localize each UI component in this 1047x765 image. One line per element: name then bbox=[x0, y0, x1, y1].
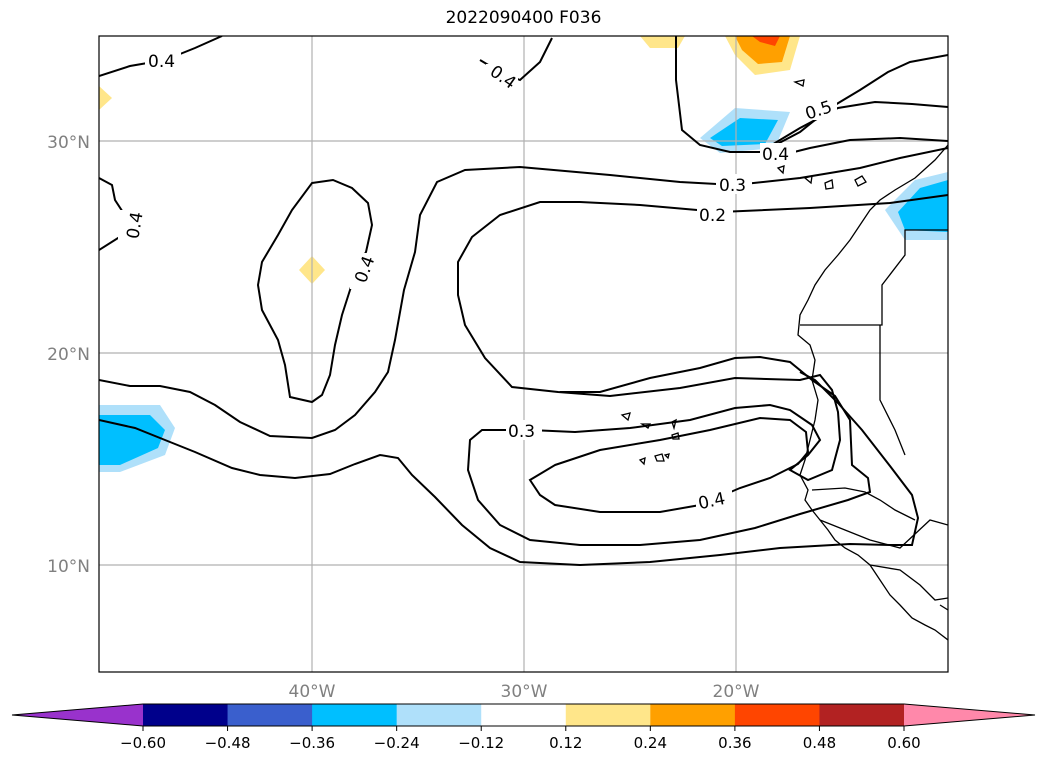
contour-label: 0.4 bbox=[148, 52, 175, 72]
lat-label: 20°N bbox=[47, 345, 90, 365]
contour-03-lower bbox=[99, 371, 920, 567]
latitude-labels: 30°N 20°N 10°N bbox=[47, 133, 90, 577]
colorbar-bin bbox=[481, 704, 567, 726]
border-western-sahara bbox=[800, 229, 948, 326]
contour-label: 0.4 bbox=[123, 210, 147, 240]
colorbar-tick-label: −0.24 bbox=[374, 734, 420, 752]
coastline-africa bbox=[797, 144, 948, 641]
island-capeverde-3 bbox=[671, 418, 677, 431]
island-canary-2 bbox=[824, 179, 834, 190]
lat-label: 10°N bbox=[47, 557, 90, 577]
island-canary-1 bbox=[854, 175, 867, 187]
colorbar-ticks: −0.60 −0.48 −0.36 −0.24 −0.12 0.12 0.24 0.36 0.4… bbox=[120, 726, 921, 752]
lon-label: 20°W bbox=[713, 682, 760, 702]
border-guinea bbox=[869, 564, 948, 601]
colorbar-tick-label: 0.36 bbox=[718, 734, 751, 752]
longitude-labels: 40°W 30°W 20°W bbox=[289, 682, 760, 702]
lat-label: 30°N bbox=[47, 133, 90, 153]
colorbar-bin bbox=[819, 704, 905, 726]
shade-blob-west-core bbox=[99, 415, 165, 465]
colorbar-bin bbox=[650, 704, 736, 726]
shade-blob-north-core bbox=[710, 118, 778, 146]
island-capeverde-7 bbox=[663, 453, 670, 460]
contour-label: 0.3 bbox=[508, 422, 535, 442]
colorbar-tick-label: −0.48 bbox=[205, 734, 251, 752]
contour-02-loop bbox=[457, 194, 948, 546]
contour-label: 0.3 bbox=[719, 176, 746, 196]
contour-label: 0.4 bbox=[762, 145, 789, 165]
colorbar-extend-high bbox=[904, 704, 1035, 726]
border-mauritania bbox=[879, 325, 906, 456]
map-title: 2022090400 F036 bbox=[445, 8, 602, 28]
contour-label-backgrounds bbox=[118, 50, 837, 510]
border-africa-south bbox=[939, 604, 948, 611]
contour-labels: 0.4 0.4 0.4 0.4 0.5 0.4 0.3 0.2 0.3 0.4 bbox=[123, 52, 834, 514]
contour-label: 0.4 bbox=[696, 489, 727, 514]
map-frame bbox=[98, 35, 949, 673]
colorbar-bin bbox=[565, 704, 651, 726]
colorbar-bin bbox=[227, 704, 313, 726]
island-canary-4 bbox=[776, 165, 785, 175]
lon-label: 40°W bbox=[289, 682, 336, 702]
island-madeira bbox=[793, 79, 805, 87]
coastlines bbox=[620, 79, 948, 641]
colorbar-tick-label: −0.12 bbox=[458, 734, 504, 752]
contour-05 bbox=[759, 100, 948, 153]
island-capeverde-1 bbox=[620, 412, 631, 422]
contour-04-upper-branch bbox=[675, 36, 948, 153]
shade-blob-east-core bbox=[898, 180, 948, 232]
shade-top-red bbox=[752, 36, 780, 46]
colorbar-tick-label: 0.60 bbox=[887, 734, 920, 752]
border-senegal bbox=[811, 487, 916, 521]
colorbar-tick-label: 0.48 bbox=[803, 734, 836, 752]
contour-closed-40w bbox=[256, 178, 374, 404]
colorbar-tick-label: 0.12 bbox=[549, 734, 582, 752]
colorbar bbox=[11, 703, 1036, 727]
island-capeverde-6 bbox=[654, 453, 665, 462]
colorbar-bin bbox=[312, 704, 398, 726]
contour-label: 0.2 bbox=[699, 206, 726, 226]
contour-04-inner bbox=[528, 416, 810, 513]
island-capeverde-5 bbox=[638, 456, 646, 466]
colorbar-tick-label: −0.60 bbox=[120, 734, 166, 752]
shade-yellow-edge bbox=[99, 86, 112, 110]
shaded-anomaly-fields bbox=[99, 36, 948, 472]
colorbar-tick-label: 0.24 bbox=[634, 734, 667, 752]
shade-top-yellow bbox=[640, 36, 685, 48]
colorbar-bin bbox=[143, 704, 229, 726]
lon-label: 30°W bbox=[501, 682, 548, 702]
colorbar-extend-low bbox=[12, 704, 143, 726]
colorbar-tick-label: −0.36 bbox=[289, 734, 335, 752]
colorbar-bin bbox=[396, 704, 482, 726]
colorbar-bin bbox=[734, 704, 820, 726]
gridlines bbox=[99, 36, 948, 672]
